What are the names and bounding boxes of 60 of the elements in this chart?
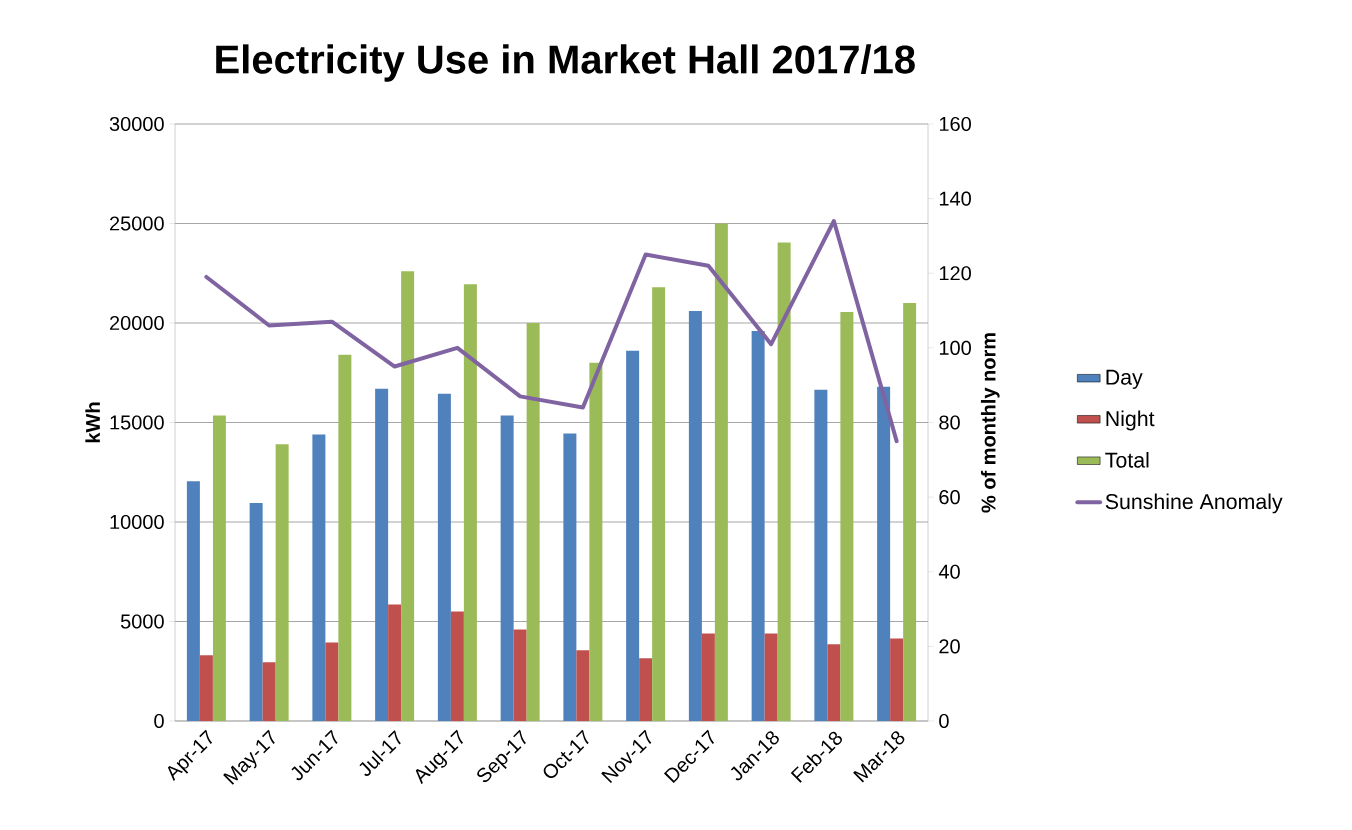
bar (764, 633, 778, 721)
bar (840, 312, 854, 721)
y2-tick-label: 80 (939, 415, 960, 430)
y2-tick-label: 100 (939, 340, 971, 355)
y-tick-label: 5000 (120, 614, 164, 629)
line-series (204, 219, 899, 444)
bar (513, 629, 527, 721)
bar (500, 415, 514, 721)
y-tick-label: 15000 (110, 415, 164, 430)
bar (401, 271, 415, 721)
bar (563, 433, 577, 721)
bar (212, 415, 226, 721)
y2-tick-label: 60 (939, 490, 960, 505)
y-axis-title: kWh (85, 402, 100, 443)
y2-axis-title: % of monthly norm (980, 333, 1000, 513)
y2-tick-label: 120 (939, 266, 971, 281)
bar (701, 633, 715, 721)
bar (388, 604, 402, 721)
y-tick-label: 20000 (110, 315, 164, 331)
y-tick-label: 30000 (109, 116, 164, 132)
chart-title: Electricity Use in Market Hall 2017/18 (216, 44, 915, 82)
bar (626, 350, 640, 721)
bar (890, 638, 904, 721)
bar (375, 388, 389, 721)
legend-label: Total (1105, 452, 1149, 468)
bar (714, 223, 728, 721)
bar (450, 611, 464, 721)
bar (751, 330, 765, 721)
bar (814, 389, 828, 721)
bar (437, 393, 451, 721)
bar (262, 662, 276, 721)
legend-label: Night (1106, 410, 1155, 431)
bar (576, 650, 590, 721)
y-tick-label: 25000 (110, 216, 164, 231)
bar (827, 644, 841, 721)
y2-tick-label: 40 (938, 564, 960, 579)
y-tick-label: 0 (154, 713, 164, 729)
bar (325, 642, 339, 721)
bar (338, 354, 352, 721)
bar (249, 503, 263, 721)
bar (688, 311, 702, 721)
bar (877, 386, 891, 721)
legend-label: Day (1106, 369, 1143, 389)
bar (777, 242, 791, 721)
bar (903, 303, 917, 721)
bar (275, 444, 289, 721)
bar (199, 655, 213, 721)
bar (589, 362, 603, 721)
y2-tick-label: 140 (939, 191, 971, 206)
bar (652, 287, 666, 721)
y2-tick-label: 160 (939, 116, 971, 132)
legend-label: Sunshine Anomaly (1105, 493, 1283, 514)
y-tick-label: 10000 (110, 514, 164, 530)
bar (186, 481, 200, 721)
y2-tick-label: 0 (939, 713, 949, 729)
bar (639, 658, 653, 721)
bar (312, 434, 326, 721)
y2-tick-label: 20 (939, 639, 960, 654)
bar (463, 284, 477, 721)
bar (526, 322, 540, 721)
